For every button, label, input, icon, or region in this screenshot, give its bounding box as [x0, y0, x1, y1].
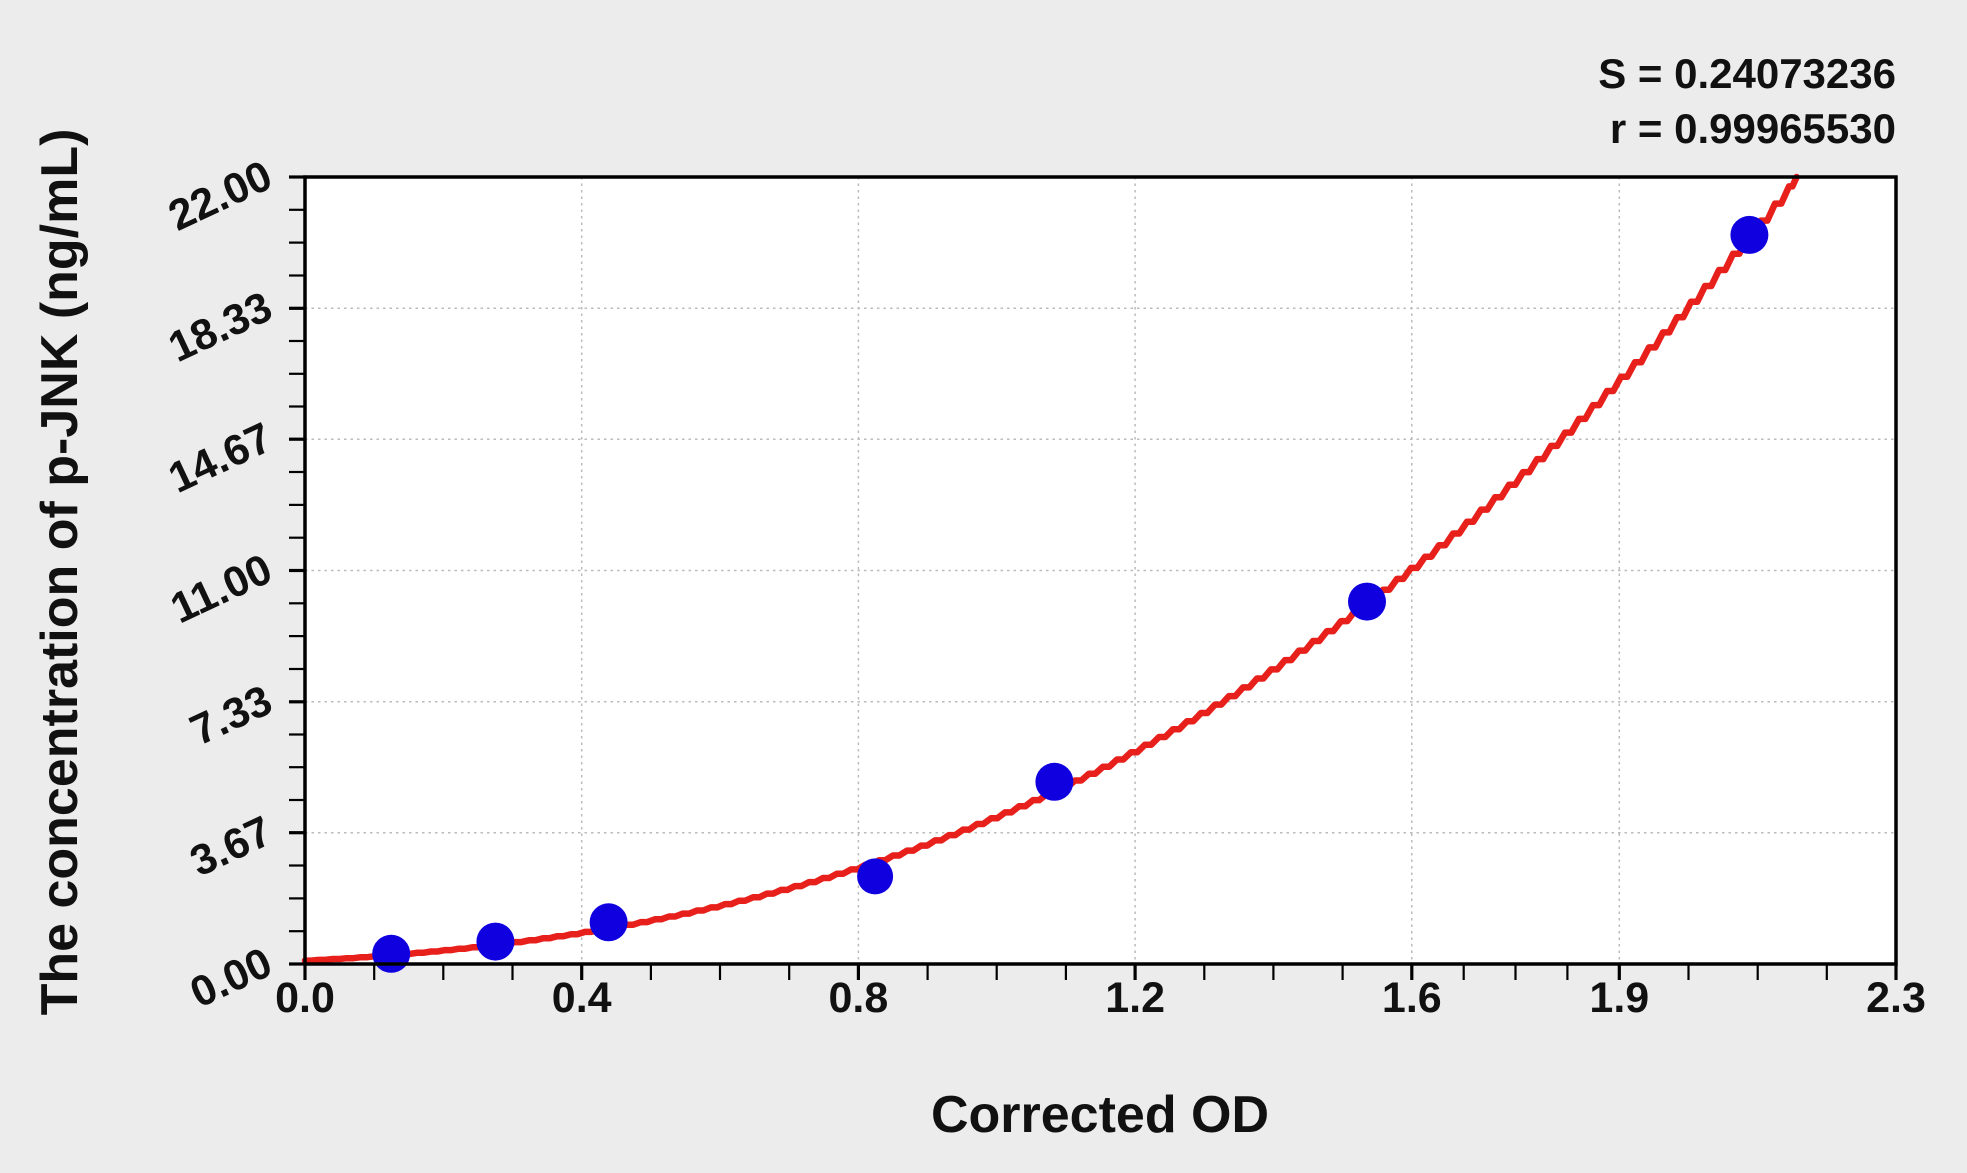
svg-text:1.9: 1.9 — [1589, 974, 1649, 1022]
svg-text:Corrected OD: Corrected OD — [931, 1086, 1269, 1144]
svg-text:r = 0.99965530: r = 0.99965530 — [1610, 105, 1896, 152]
svg-text:1.2: 1.2 — [1105, 974, 1165, 1022]
svg-text:0.8: 0.8 — [829, 974, 889, 1022]
svg-text:2.3: 2.3 — [1866, 974, 1926, 1022]
svg-text:0.0: 0.0 — [275, 974, 335, 1022]
svg-text:1.6: 1.6 — [1382, 974, 1442, 1022]
svg-text:The concentration of p-JNK (ng: The concentration of p-JNK (ng/mL) — [31, 129, 89, 1016]
svg-text:0.4: 0.4 — [552, 974, 612, 1022]
svg-text:S = 0.24073236: S = 0.24073236 — [1598, 50, 1896, 97]
